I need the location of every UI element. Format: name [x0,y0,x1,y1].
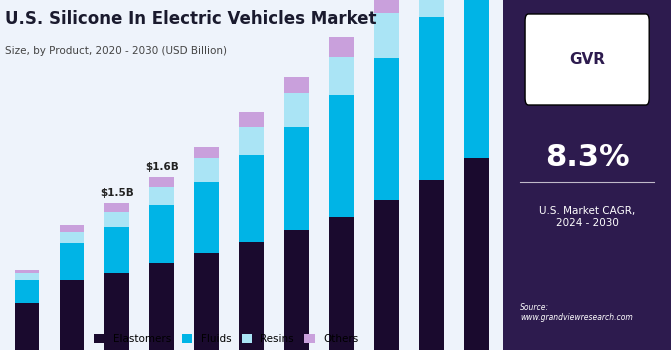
Text: U.S. Market CAGR,
2024 - 2030: U.S. Market CAGR, 2024 - 2030 [539,206,635,228]
Bar [105,227,130,273]
Bar [150,263,174,350]
Bar [60,225,85,232]
Bar [60,232,85,243]
Bar [240,127,264,155]
Bar [285,93,309,127]
Bar [329,95,354,217]
Text: U.S. Silicone In Electric Vehicles Market: U.S. Silicone In Electric Vehicles Marke… [5,10,376,28]
Bar [15,273,40,280]
Bar [240,155,264,242]
Bar [60,243,85,280]
Bar [374,0,399,13]
Bar [15,303,40,350]
Bar [419,0,444,17]
Bar [464,0,488,158]
Bar [195,253,219,350]
Bar [105,203,130,212]
Bar [15,270,40,273]
Bar [329,57,354,95]
Bar [374,58,399,200]
Bar [285,77,309,93]
Bar [105,273,130,350]
Bar [374,13,399,58]
Text: $1.5B: $1.5B [100,188,134,198]
Bar [374,200,399,350]
Bar [464,158,488,350]
Bar [105,212,130,227]
FancyBboxPatch shape [525,14,650,105]
Bar [419,180,444,350]
Text: GVR: GVR [569,52,605,67]
Bar [419,17,444,180]
Bar [15,280,40,303]
Text: Size, by Product, 2020 - 2030 (USD Billion): Size, by Product, 2020 - 2030 (USD Billi… [5,46,227,56]
Bar [240,112,264,127]
Text: 8.3%: 8.3% [545,143,629,172]
Bar [195,158,219,182]
Bar [329,217,354,350]
Text: Source:
www.grandviewresearch.com: Source: www.grandviewresearch.com [520,303,633,322]
Bar [285,230,309,350]
Bar [60,280,85,350]
Bar [150,205,174,263]
Bar [195,147,219,158]
Text: $1.6B: $1.6B [145,162,178,172]
Bar [329,37,354,57]
Bar [240,241,264,350]
Bar [150,187,174,205]
Legend: Elastomers, Fluids, Resins, Others: Elastomers, Fluids, Resins, Others [91,330,362,348]
Bar [195,182,219,253]
Bar [150,177,174,187]
Bar [285,127,309,230]
